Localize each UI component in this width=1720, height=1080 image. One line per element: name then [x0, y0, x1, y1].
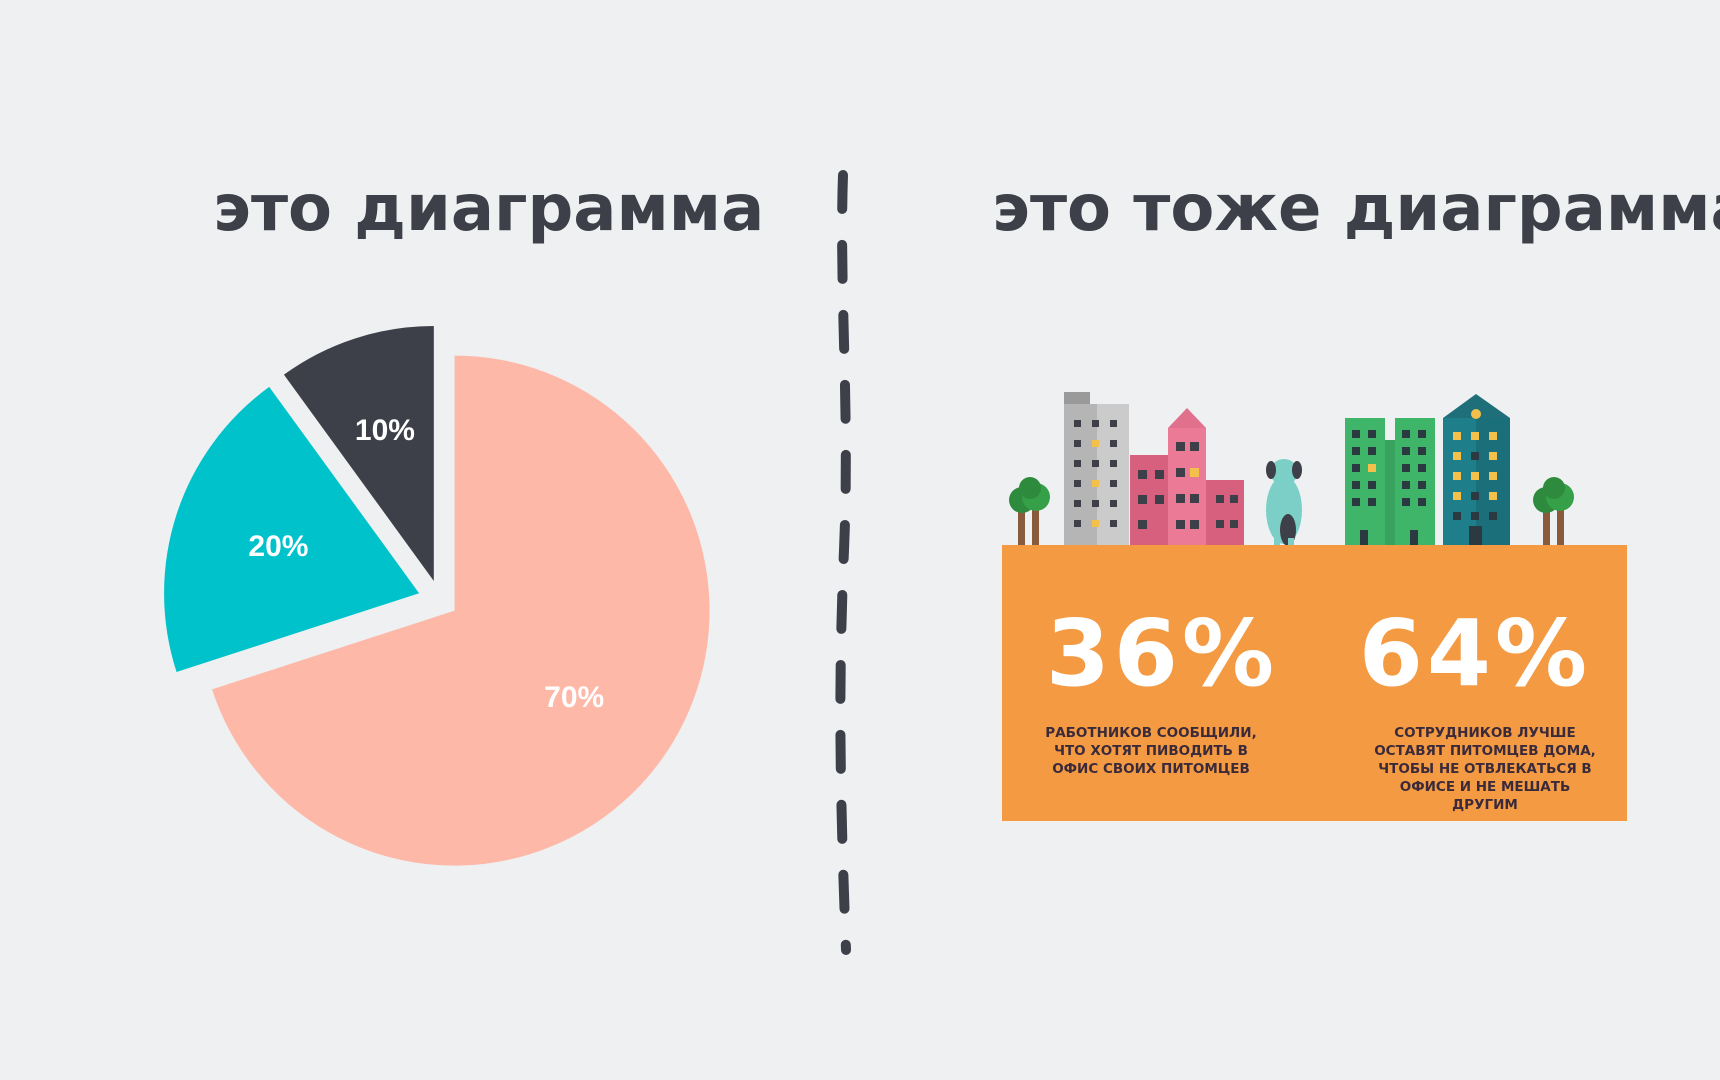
pie-slice-20 — [164, 386, 420, 673]
tree-icon — [1533, 477, 1574, 545]
pie-slice-70 — [212, 355, 710, 866]
right-chart-title: это тоже диаграмма — [992, 172, 1720, 246]
tree-icon — [1009, 477, 1050, 545]
stat-2-caption: СОТРУДНИКОВ ЛУЧШЕ ОСТАВЯТ ПИТОМЦЕВ ДОМА,… — [1374, 725, 1596, 813]
building-icon — [1443, 394, 1510, 545]
pie-chart — [164, 325, 710, 866]
pie-label-70: 70% — [544, 680, 605, 714]
city-skyline-illustration — [1009, 392, 1574, 552]
building-icon — [1064, 392, 1129, 545]
left-chart-title: это диаграмма — [213, 172, 765, 246]
stat-2-value: 64% — [1358, 600, 1592, 707]
pie-label-20: 20% — [248, 530, 309, 564]
dog-icon — [1266, 459, 1302, 552]
building-icon — [1130, 408, 1244, 545]
stat-1-value: 36% — [1045, 600, 1279, 707]
stats-panel — [1002, 545, 1627, 821]
stat-1-caption: РАБОТНИКОВ СООБЩИЛИ, ЧТО ХОТЯТ ПИВОДИТЬ … — [1045, 725, 1257, 777]
dashed-divider — [835, 170, 851, 955]
pie-label-10: 10% — [354, 413, 415, 447]
pie-slice-10 — [283, 325, 434, 581]
building-icon — [1345, 418, 1435, 545]
